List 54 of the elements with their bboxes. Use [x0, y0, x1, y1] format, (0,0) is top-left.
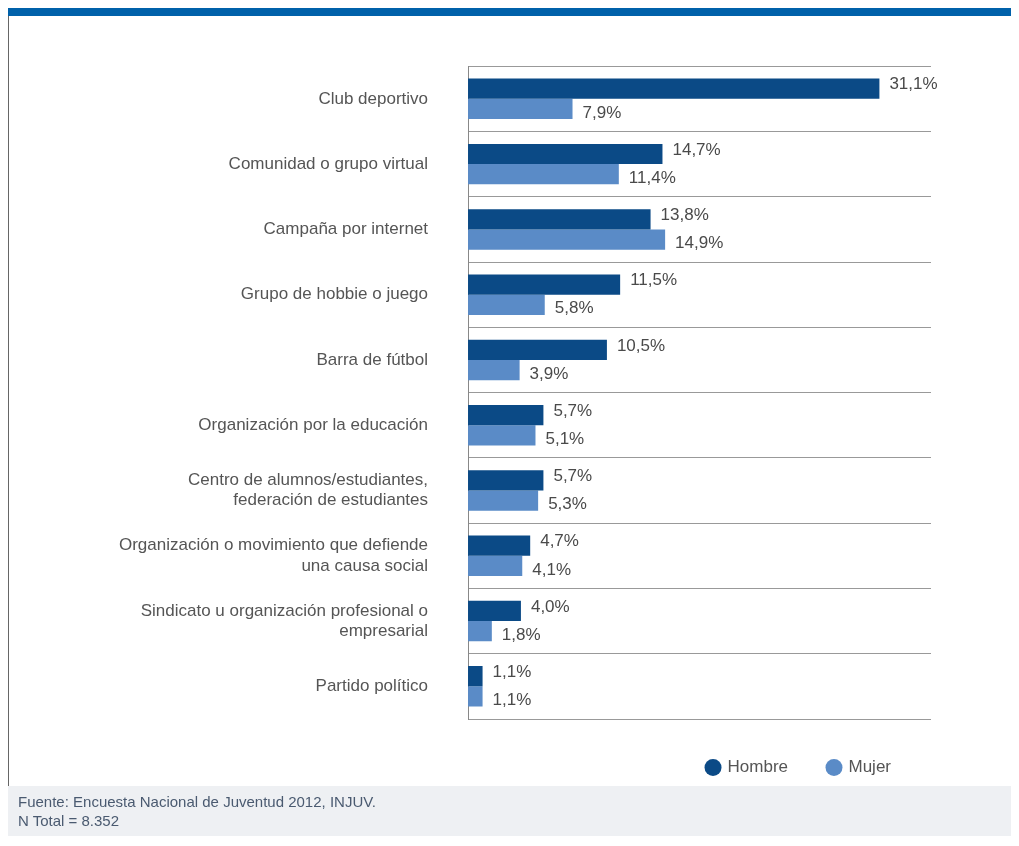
data-label: 31,1% [889, 74, 938, 94]
data-label: 14,9% [675, 233, 724, 253]
data-label: 14,7% [672, 139, 721, 159]
bar [468, 294, 545, 315]
y-tick-label: Grupo de hobbie o juego [240, 284, 429, 304]
bar [468, 470, 544, 491]
bar [468, 274, 621, 295]
bar [468, 339, 607, 360]
bar [468, 600, 521, 622]
bar [468, 490, 539, 511]
y-tick-label: Barra de fútbol [316, 349, 429, 369]
bar [468, 686, 483, 707]
y-tick-label: Club deportivo [318, 88, 429, 108]
data-label: 5,7% [553, 400, 593, 420]
data-label: 5,1% [545, 429, 585, 449]
bar [468, 98, 573, 120]
bar [468, 405, 544, 426]
data-label: 4,1% [532, 559, 572, 579]
bar [468, 666, 483, 687]
data-label: 5,3% [548, 494, 587, 514]
data-label: 5,8% [554, 298, 594, 318]
data-label: 4,0% [530, 596, 570, 616]
data-label: 1,1% [492, 690, 532, 710]
bar [468, 143, 663, 165]
data-label: 11,4% [628, 167, 676, 187]
data-label: 7,9% [582, 102, 622, 122]
data-label: 4,7% [540, 531, 579, 551]
bar [468, 425, 536, 446]
bar [468, 535, 531, 556]
data-label: 10,5% [616, 335, 666, 355]
y-tick-label: Centro de alumnos/estudiantes, federación de estudiantes [187, 470, 429, 510]
data-label: 13,8% [660, 204, 709, 224]
y-tick-label: Comunidad o grupo virtual [228, 153, 429, 173]
bar [468, 229, 666, 250]
y-tick-label: Organización por la educación [198, 414, 429, 434]
data-label: 3,9% [529, 363, 569, 383]
bar [468, 78, 880, 99]
source-note: Fuente: Encuesta Nacional de Juventud 2012, INJUV. [18, 792, 377, 811]
y-tick-label: Campaña por internet [263, 219, 429, 239]
y-tick-label: Sindicato u organización profesional o empresarial [140, 600, 429, 640]
data-label: 5,7% [553, 466, 593, 486]
legend-label: Mujer [848, 757, 892, 777]
data-label: 1,1% [492, 661, 532, 681]
y-tick-label: Partido político [315, 676, 429, 696]
data-label: 11,5% [630, 270, 678, 290]
text: N Total = 8.352 [18, 811, 121, 830]
y-tick-label: Organización o movimiento que defiende una causa social [118, 535, 429, 575]
bar [468, 209, 651, 230]
bar [468, 164, 619, 185]
bar [468, 359, 520, 381]
data-label: 1,8% [501, 624, 541, 644]
bar [468, 555, 523, 577]
bar [468, 621, 492, 642]
legend-label: Hombre [727, 757, 788, 777]
